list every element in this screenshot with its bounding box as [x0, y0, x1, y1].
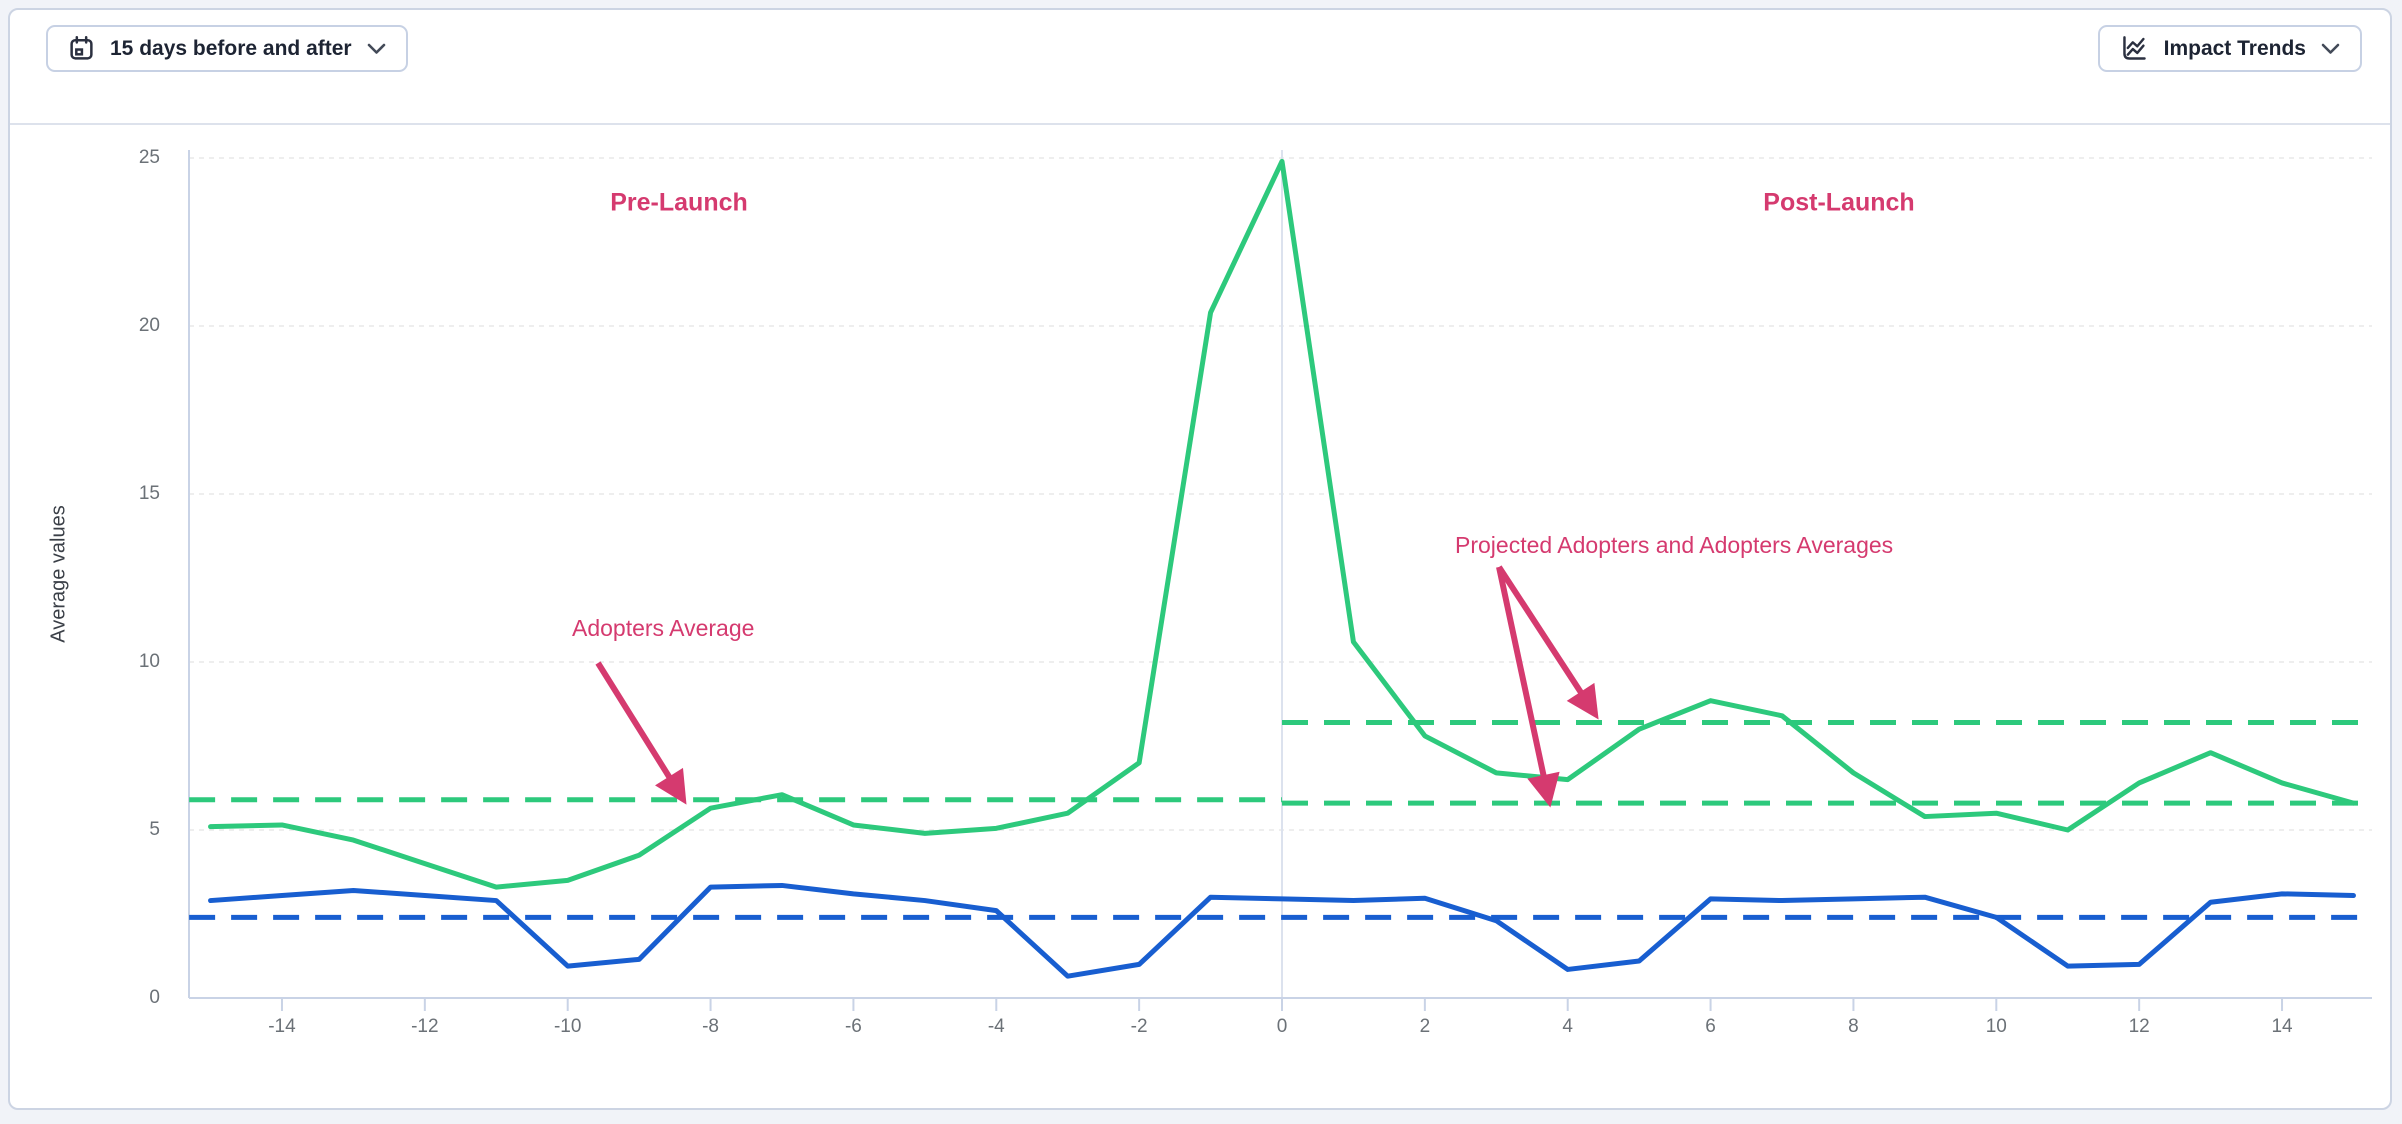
x-tick-label--8: -8: [702, 1016, 719, 1037]
x-tick-label--12: -12: [411, 1016, 439, 1037]
chart-card: 15 days before and after Impact Trends: [8, 8, 2392, 1110]
x-tick-label--6: -6: [844, 1016, 862, 1037]
y-tick-label-20: 20: [138, 315, 160, 336]
pre-launch-label: Pre-Launch: [610, 188, 748, 217]
chevron-down-icon: [367, 43, 386, 55]
x-tick-label--2: -2: [1130, 1016, 1148, 1037]
chart-area: Average values Pre-Launch Post-Launch Ad…: [10, 123, 2394, 1112]
y-axis-title: Average values: [47, 505, 70, 643]
x-tick-label--4: -4: [987, 1016, 1005, 1037]
toolbar-divider: [10, 123, 2390, 125]
x-tick-label-14: 14: [2271, 1016, 2293, 1037]
projected-adopters-blue-line[interactable]: [208, 882, 2356, 979]
y-tick-label-0: 0: [149, 987, 160, 1008]
post-launch-label: Post-Launch: [1763, 188, 1915, 217]
x-tick-label-6: 6: [1705, 1016, 1716, 1037]
adopters-green-line[interactable]: [208, 158, 2356, 890]
projected-averages-annotation: Projected Adopters and Adopters Averages: [1455, 532, 1894, 558]
projected-averages-arrow-upper: [1496, 565, 1599, 720]
x-tick-label-2: 2: [1419, 1016, 1431, 1037]
x-tick-label-0: 0: [1276, 1016, 1288, 1037]
projected-averages-arrow-lower: [1496, 566, 1560, 808]
x-tick-label-4: 4: [1562, 1016, 1574, 1037]
x-tick-label--10: -10: [553, 1016, 582, 1037]
x-tick-label-10: 10: [1985, 1016, 2007, 1037]
y-tick-label-10: 10: [138, 651, 160, 672]
date-range-label: 15 days before and after: [110, 36, 352, 60]
adopters-average-annotation: Adopters Average: [572, 615, 755, 641]
line-chart: [188, 150, 2373, 1011]
calendar-icon: [68, 35, 95, 62]
date-range-button[interactable]: 15 days before and after: [46, 25, 408, 72]
y-tick-label-25: 25: [138, 147, 160, 168]
impact-trends-label: Impact Trends: [2163, 36, 2306, 60]
chevron-down-icon: [2321, 43, 2340, 55]
trend-lines-icon: [2120, 34, 2149, 63]
y-tick-label-15: 15: [138, 483, 160, 504]
adopters-average-arrow: [595, 661, 687, 805]
y-tick-label-5: 5: [149, 819, 160, 840]
x-tick-label-8: 8: [1848, 1016, 1859, 1037]
impact-trends-button[interactable]: Impact Trends: [2097, 25, 2362, 72]
x-tick-label-12: 12: [2128, 1016, 2150, 1037]
x-tick-label--14: -14: [268, 1016, 296, 1037]
